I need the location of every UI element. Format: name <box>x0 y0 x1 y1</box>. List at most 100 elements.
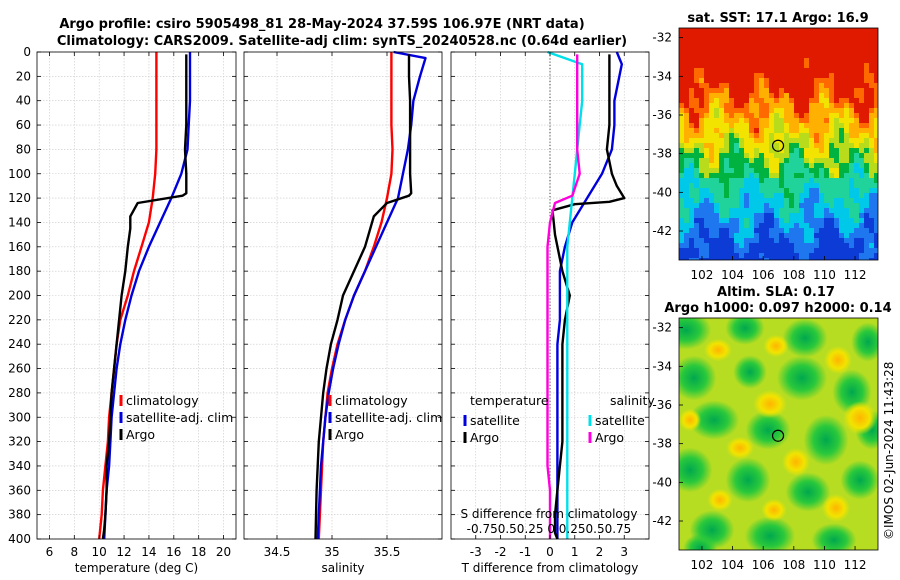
sst-cell <box>784 148 790 154</box>
sst-cell <box>754 238 760 244</box>
sst-cell <box>839 128 845 134</box>
sst-cell <box>679 43 685 49</box>
sst-cell <box>784 223 790 229</box>
sst-cell <box>724 43 730 49</box>
sst-cell <box>704 188 710 194</box>
sst-cell <box>719 163 725 169</box>
sst-cell <box>749 218 755 224</box>
sst-cell <box>839 168 845 174</box>
sst-cell <box>699 208 705 214</box>
sst-cell <box>864 138 870 144</box>
sst-cell <box>774 168 780 174</box>
sst-cell <box>764 188 770 194</box>
sst-cell <box>799 183 805 189</box>
sst-cell <box>774 128 780 134</box>
sst-cell <box>724 63 730 69</box>
y-tick-label: -32 <box>652 321 672 335</box>
sst-cell <box>819 228 825 234</box>
sst-cell <box>764 58 770 64</box>
sst-cell <box>774 193 780 199</box>
sst-cell <box>684 243 690 249</box>
sst-cell <box>789 178 795 184</box>
sst-cell <box>809 58 815 64</box>
sst-cell <box>754 118 760 124</box>
sst-cell <box>864 163 870 169</box>
sst-cell <box>694 248 700 254</box>
sst-cell <box>679 233 685 239</box>
sst-cell <box>794 123 800 129</box>
sst-cell <box>824 153 830 159</box>
series-line-satellite-adj-clim <box>316 50 427 540</box>
sst-cell <box>744 203 750 209</box>
sst-cell <box>849 233 855 239</box>
sst-cell <box>814 103 820 109</box>
sst-cell <box>799 113 805 119</box>
sst-cell <box>729 233 735 239</box>
sst-cell <box>864 208 870 214</box>
sst-cell <box>839 83 845 89</box>
sst-cell <box>824 158 830 164</box>
sst-cell <box>709 203 715 209</box>
sst-cell <box>684 53 690 59</box>
sst-cell <box>679 103 685 109</box>
sst-cell <box>859 103 865 109</box>
sst-cell <box>849 133 855 139</box>
legend-label: Argo <box>126 427 155 442</box>
sst-cell <box>744 168 750 174</box>
sst-cell <box>704 38 710 44</box>
sst-cell <box>854 33 860 39</box>
sst-cell <box>804 213 810 219</box>
sst-cell <box>719 118 725 124</box>
sst-cell <box>779 223 785 229</box>
sst-cell <box>704 228 710 234</box>
sst-cell <box>829 143 835 149</box>
sst-cell <box>749 193 755 199</box>
sst-cell <box>834 118 840 124</box>
sst-cell <box>839 233 845 239</box>
sst-cell <box>864 183 870 189</box>
x-tick-label: -1 <box>519 545 531 559</box>
sst-cell <box>719 83 725 89</box>
sst-cell <box>679 58 685 64</box>
sst-cell <box>749 78 755 84</box>
sst-cell <box>719 208 725 214</box>
sst-cell <box>764 243 770 249</box>
sst-cell <box>709 38 715 44</box>
sst-cell <box>699 158 705 164</box>
sst-cell <box>689 53 695 59</box>
sst-cell <box>704 218 710 224</box>
sst-cell <box>764 138 770 144</box>
sst-cell <box>689 108 695 114</box>
sst-cell <box>734 113 740 119</box>
sst-cell <box>759 118 765 124</box>
x-tick-label: 6 <box>46 545 54 559</box>
sst-cell <box>734 53 740 59</box>
sst-cell <box>824 253 830 259</box>
sst-cell <box>729 38 735 44</box>
sst-cell <box>714 103 720 109</box>
sst-cell <box>719 218 725 224</box>
sst-cell <box>849 218 855 224</box>
sst-cell <box>734 133 740 139</box>
sst-cell <box>824 178 830 184</box>
sst-cell <box>729 183 735 189</box>
sst-cell <box>804 53 810 59</box>
sst-cell <box>694 233 700 239</box>
sst-cell <box>849 128 855 134</box>
sst-cell <box>834 143 840 149</box>
sst-cell <box>699 38 705 44</box>
sst-cell <box>819 158 825 164</box>
sst-cell <box>794 183 800 189</box>
sst-cell <box>829 178 835 184</box>
y-tick-label: 120 <box>8 191 31 205</box>
sst-cell <box>764 108 770 114</box>
sst-cell <box>834 158 840 164</box>
sst-cell <box>709 58 715 64</box>
sst-cell <box>719 53 725 59</box>
sst-cell <box>799 33 805 39</box>
sst-cell <box>739 63 745 69</box>
sst-cell <box>709 238 715 244</box>
series-line-salinity-satellite <box>547 50 584 539</box>
sst-cell <box>794 43 800 49</box>
sst-cell <box>834 238 840 244</box>
